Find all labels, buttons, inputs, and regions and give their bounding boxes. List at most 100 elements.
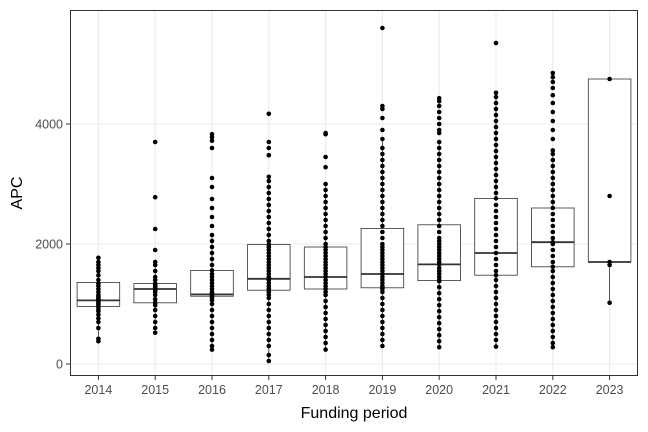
x-tick-label: 2021 [482, 383, 510, 397]
data-point [96, 336, 101, 342]
data-point [209, 138, 215, 144]
data-point [493, 112, 499, 118]
x-axis-title: Funding period [301, 405, 408, 422]
data-point [493, 160, 499, 166]
data-point [209, 325, 215, 331]
y-tick-label: 2000 [35, 238, 63, 252]
data-point [436, 95, 442, 101]
data-point [380, 319, 385, 325]
data-points [96, 25, 612, 364]
data-point [323, 130, 328, 136]
data-point [152, 274, 158, 280]
data-point [323, 347, 328, 352]
data-point [266, 196, 272, 202]
data-point [550, 274, 556, 280]
data-point [550, 211, 556, 217]
data-point [266, 214, 272, 220]
data-point [436, 326, 442, 332]
data-point [493, 202, 499, 208]
data-point [380, 295, 385, 301]
data-point [436, 199, 442, 205]
data-point [209, 175, 215, 181]
data-point [380, 199, 385, 205]
data-point [493, 40, 499, 46]
y-tick-label: 4000 [35, 118, 63, 132]
axis-ticks: 0 2000 4000 2014 2015 2016 2017 2018 2019 2020 202… [35, 118, 623, 398]
data-point [96, 259, 101, 265]
data-point [266, 352, 272, 358]
data-point [266, 232, 272, 238]
data-point [493, 256, 499, 262]
data-point [550, 253, 556, 259]
data-point [493, 331, 499, 337]
data-point [380, 151, 385, 157]
data-point [493, 100, 499, 106]
data-point [493, 337, 499, 343]
data-point [380, 136, 385, 142]
data-point [436, 139, 442, 145]
data-point [380, 211, 385, 217]
data-point [323, 211, 328, 217]
data-point [493, 344, 499, 349]
data-point [493, 220, 499, 226]
x-tick-label: 2015 [141, 383, 169, 397]
data-point [550, 229, 556, 235]
data-point [550, 217, 556, 223]
data-point [209, 343, 215, 349]
data-point [323, 328, 328, 334]
x-tick-label: 2022 [539, 383, 567, 397]
data-point [493, 272, 499, 278]
data-point [380, 193, 385, 199]
data-point [550, 322, 556, 328]
data-point [323, 223, 328, 229]
data-point [380, 205, 385, 211]
data-point [209, 271, 215, 277]
data-point [550, 157, 556, 163]
data-point [380, 313, 385, 319]
data-point [550, 163, 556, 169]
data-point [550, 136, 556, 142]
data-point [550, 199, 556, 205]
data-point [209, 184, 215, 190]
data-point [550, 127, 556, 133]
data-point [209, 268, 215, 273]
data-point [436, 193, 442, 199]
data-point [550, 85, 556, 91]
data-point [209, 301, 215, 307]
data-point [550, 264, 556, 270]
data-point [436, 314, 442, 320]
data-point [380, 145, 385, 151]
data-point [380, 343, 385, 349]
plot-panel-background [70, 10, 638, 376]
data-point [550, 223, 556, 229]
data-point [266, 238, 272, 244]
data-point [266, 145, 272, 151]
data-point [550, 316, 556, 322]
data-point [493, 154, 499, 160]
data-point [209, 214, 215, 220]
x-tick-label: 2017 [255, 383, 283, 397]
data-point [493, 214, 499, 220]
data-point [550, 280, 556, 286]
data-point [493, 325, 499, 331]
data-point [493, 208, 499, 214]
data-point [550, 298, 556, 304]
data-point [436, 223, 442, 229]
data-point [380, 187, 385, 193]
data-point [493, 268, 499, 274]
data-point [493, 190, 499, 196]
data-point [493, 244, 499, 250]
data-point [550, 193, 556, 199]
data-point [550, 340, 556, 346]
data-point [152, 296, 158, 302]
data-point [493, 90, 499, 96]
data-point [380, 325, 385, 331]
data-point [96, 316, 101, 321]
data-point [550, 304, 556, 310]
data-point [152, 281, 158, 286]
x-tick-label: 2019 [368, 383, 396, 397]
data-point [380, 175, 385, 181]
data-point [550, 109, 556, 115]
data-point [266, 301, 272, 307]
data-point [380, 157, 385, 163]
